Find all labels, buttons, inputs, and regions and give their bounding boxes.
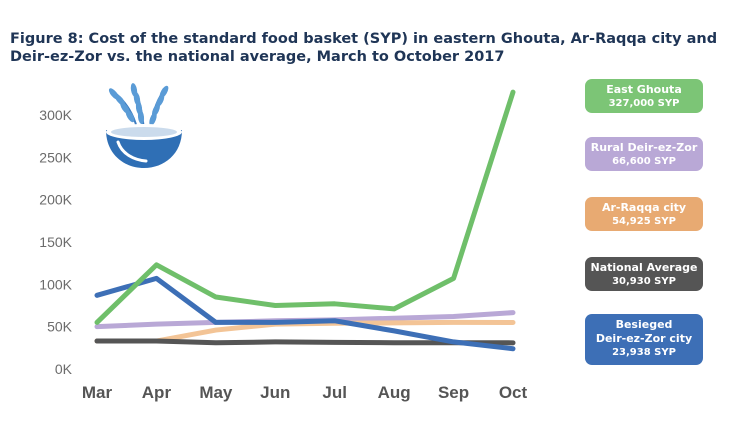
series-line-national-average	[94, 338, 516, 346]
series-line-besieged-deir-ez-zor-city	[94, 275, 516, 352]
wheat-bowl-icon	[106, 83, 182, 168]
legend-label: National Average	[590, 261, 698, 274]
x-tick-label: Mar	[82, 383, 113, 402]
legend-item: East Ghouta 327,000 SYP	[585, 79, 703, 113]
legend-label: Ar-Raqqa city	[601, 201, 687, 214]
y-tick-label: 150K	[39, 234, 72, 250]
legend-value: 327,000 SYP	[608, 98, 680, 109]
y-tick-label: 50K	[47, 319, 73, 335]
y-tick-label: 300K	[39, 107, 72, 123]
x-tick-label: Sep	[438, 383, 469, 402]
legend-item: Ar-Raqqa city 54,925 SYP	[585, 197, 703, 231]
legend-value: 54,925 SYP	[612, 216, 676, 227]
y-tick-label: 100K	[39, 276, 72, 292]
chart-title: Figure 8: Cost of the standard food bask…	[10, 31, 718, 65]
x-tick-label: Apr	[142, 383, 172, 402]
legend-item: National Average 30,930 SYP	[585, 257, 703, 291]
x-tick-label: Aug	[378, 383, 411, 402]
legend-item: Besieged Deir-ez-Zor city 23,938 SYP	[585, 314, 703, 365]
y-tick-label: 0K	[55, 361, 73, 377]
x-tick-label: Jun	[260, 383, 290, 402]
series-line-east-ghouta	[94, 89, 516, 325]
legend-item: Rural Deir-ez-Zor 66,600 SYP	[585, 137, 703, 171]
x-tick-label: Jul	[322, 383, 347, 402]
x-tick-label: Oct	[499, 383, 528, 402]
x-tick-label: May	[199, 383, 233, 402]
y-axis: 0K 50K 100K 150K 200K 250K 300K	[39, 107, 72, 377]
x-axis: Mar Apr May Jun Jul Aug Sep Oct	[82, 383, 528, 402]
legend-label: Besieged	[615, 318, 673, 331]
legend-label: Deir-ez-Zor city	[595, 332, 693, 345]
legend-value: 30,930 SYP	[612, 276, 676, 287]
y-tick-label: 200K	[39, 192, 72, 208]
legend-value: 23,938 SYP	[612, 347, 676, 358]
series-lines	[94, 89, 516, 352]
legend-label: Rural Deir-ez-Zor	[590, 141, 698, 154]
legend-value: 66,600 SYP	[612, 156, 676, 167]
y-tick-label: 250K	[39, 149, 72, 165]
legend-label: East Ghouta	[606, 83, 682, 96]
